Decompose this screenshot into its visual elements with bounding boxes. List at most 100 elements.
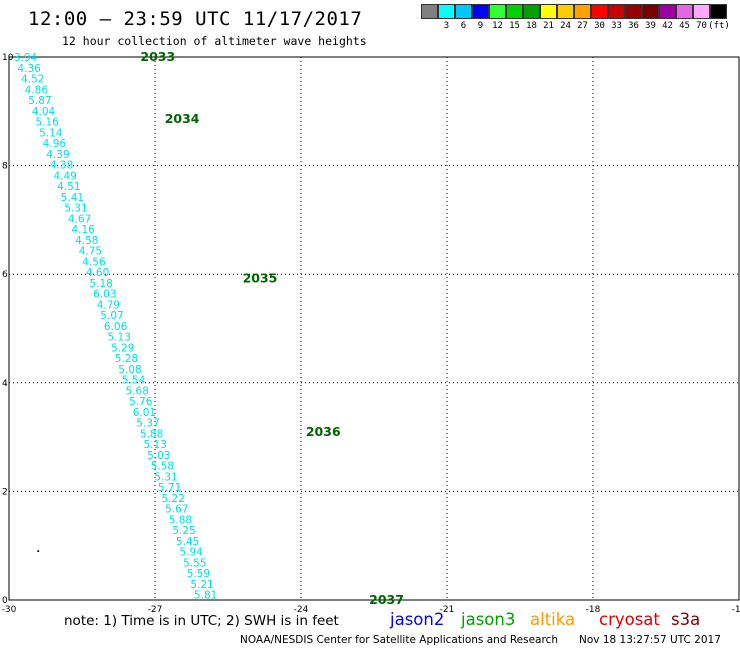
x-tick-label: -27 — [148, 605, 163, 615]
wave-height-value: 5.31 — [64, 203, 87, 215]
satellite-jason2-label: jason2 — [390, 610, 445, 629]
legend-label: 36 — [628, 21, 639, 31]
legend-label: 24 — [560, 21, 571, 31]
legend-swatch — [642, 4, 659, 19]
wave-height-value: 5.07 — [100, 310, 123, 322]
time-label: 2037 — [369, 592, 404, 607]
y-tick-label: 0 — [2, 596, 8, 606]
legend-swatch — [472, 4, 489, 19]
wave-height-value: 3.94 — [14, 52, 38, 64]
wave-height-value: 4.58 — [75, 235, 98, 247]
wave-height-value: 4.36 — [17, 63, 41, 75]
legend-swatch — [506, 4, 523, 19]
wave-height-value: 6.06 — [104, 321, 128, 333]
time-label: 2035 — [243, 271, 278, 286]
wave-height-value: 4.16 — [71, 224, 95, 236]
legend-unit-label: (ft) — [708, 21, 730, 31]
x-tick-label: -30 — [2, 605, 17, 615]
stray-point — [37, 550, 40, 553]
x-tick-label: -24 — [294, 605, 309, 615]
wave-height-value: 5.25 — [172, 525, 195, 537]
legend-label: 30 — [594, 21, 605, 31]
wave-height-value: 4.79 — [97, 299, 120, 311]
credit-line: NOAA/NESDIS Center for Satellite Applica… — [240, 634, 558, 646]
wave-height-value: 5.58 — [151, 461, 174, 473]
y-tick-label: 2 — [2, 487, 8, 497]
wave-height-value: 5.41 — [61, 192, 84, 204]
color-scale-legend: 3 6 9 12 15 18 21 24 27 30 33 36 39 42 45 70 (ft) — [421, 4, 730, 31]
legend-label: 3 — [443, 21, 450, 31]
wave-height-value: 5.03 — [147, 450, 170, 462]
wave-height-value: 4.75 — [79, 246, 102, 258]
time-label: 2034 — [165, 111, 200, 126]
legend-swatches — [421, 4, 727, 19]
legend-label: 18 — [526, 21, 537, 31]
wave-height-value: 4.60 — [86, 267, 109, 279]
wave-height-value: 5.16 — [35, 117, 59, 129]
wave-height-value: 4.96 — [43, 138, 67, 150]
wave-height-value: 5.08 — [118, 364, 141, 376]
wave-height-value: 6.03 — [93, 289, 116, 301]
satellite-cryosat-label: cryosat — [599, 610, 660, 629]
wave-height-value: 4.56 — [82, 256, 106, 268]
wave-height-value: 5.81 — [194, 590, 217, 602]
wave-height-value: 5.88 — [169, 514, 192, 526]
time-label: 2036 — [306, 424, 341, 439]
legend-label: 70 — [696, 21, 707, 31]
legend-swatch — [557, 4, 574, 19]
y-tick-label: 6 — [2, 270, 8, 280]
wave-height-value: 4.86 — [25, 84, 49, 96]
legend-swatch — [591, 4, 608, 19]
legend-swatch — [625, 4, 642, 19]
wave-height-value: 5.29 — [111, 342, 134, 354]
wave-height-value: 5.45 — [176, 536, 199, 548]
wave-height-value: 5.22 — [162, 493, 185, 505]
wave-height-value: 5.67 — [165, 504, 188, 516]
legend-swatch — [523, 4, 540, 19]
wave-height-value: 5.68 — [126, 385, 149, 397]
legend-swatch — [455, 4, 472, 19]
wave-height-value: 4.38 — [50, 160, 73, 172]
legend-labels: 3 6 9 12 15 18 21 24 27 30 33 36 39 42 45 70 (ft) — [421, 19, 730, 31]
legend-label: 12 — [492, 21, 503, 31]
legend-swatch — [574, 4, 591, 19]
legend-label: 27 — [577, 21, 588, 31]
chart-subtitle: 12 hour collection of altimeter wave hei… — [62, 34, 367, 48]
wave-height-value: 5.14 — [39, 127, 63, 139]
legend-swatch — [540, 4, 557, 19]
wave-height-value: 5.18 — [89, 278, 112, 290]
legend-label: 9 — [477, 21, 484, 31]
wave-height-value: 6.01 — [133, 407, 156, 419]
legend-swatch — [489, 4, 506, 19]
wave-height-value: 5.76 — [129, 396, 153, 408]
legend-swatch — [438, 4, 455, 19]
legend-label: 21 — [543, 21, 554, 31]
wave-height-value: 4.67 — [68, 213, 91, 225]
wave-height-value: 5.31 — [154, 471, 177, 483]
wave-height-value: 5.55 — [183, 557, 206, 569]
legend-label: 15 — [509, 21, 520, 31]
wave-height-value: 5.13 — [108, 332, 131, 344]
wave-height-value: 5.87 — [28, 95, 51, 107]
x-tick-label: -18 — [586, 605, 601, 615]
generation-timestamp: Nov 18 13:27:57 UTC 2017 — [579, 634, 721, 646]
legend-swatch — [710, 4, 727, 19]
wave-height-value: 5.94 — [180, 547, 204, 559]
wave-height-value: 5.13 — [144, 439, 167, 451]
wave-height-value: 5.54 — [122, 375, 146, 387]
wave-height-value: 5.88 — [140, 428, 163, 440]
wave-height-value: 4.04 — [32, 106, 56, 118]
wave-height-value: 4.51 — [57, 181, 80, 193]
chart-title: 12:00 – 23:59 UTC 11/17/2017 — [28, 8, 363, 30]
plot-frame — [8, 56, 740, 601]
wave-height-value: 4.49 — [53, 170, 76, 182]
legend-label: 39 — [645, 21, 656, 31]
y-tick-label: 4 — [2, 379, 8, 389]
satellite-s3a-label: s3a — [671, 610, 701, 629]
y-tick-label: 10 — [2, 53, 14, 63]
satellite-altika-label: altika — [530, 610, 576, 629]
footer-note-row: note: 1) Time is in UTC; 2) SWH is in fe… — [0, 610, 740, 634]
footnote: note: 1) Time is in UTC; 2) SWH is in fe… — [64, 613, 339, 629]
wave-height-value: 4.39 — [46, 149, 69, 161]
